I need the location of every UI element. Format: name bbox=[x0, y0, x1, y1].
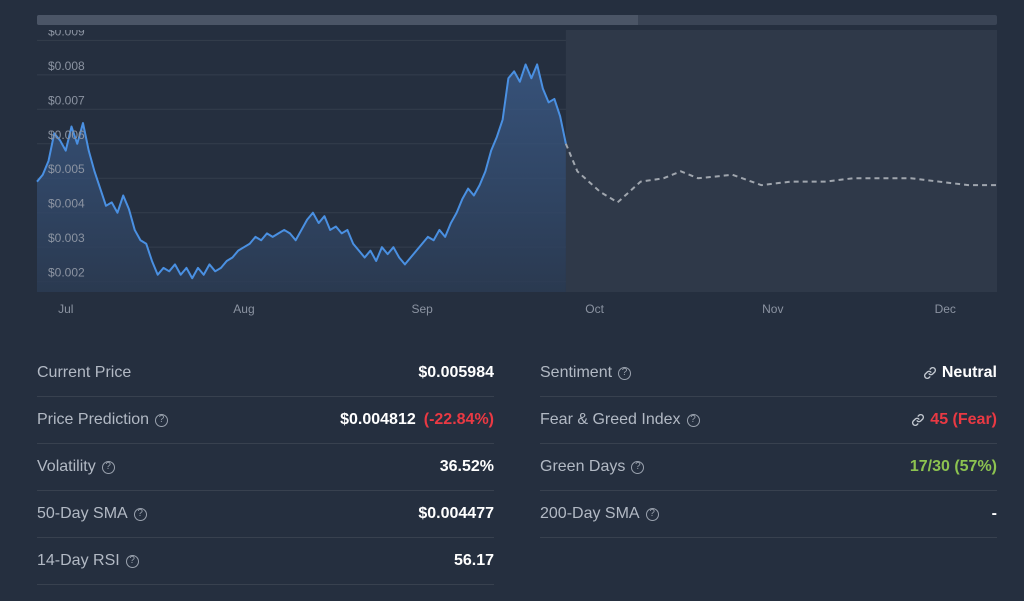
stat-value-text: $0.005984 bbox=[418, 364, 494, 381]
tick-labels: $0.009 $0.008 $0.007 $0.006 $0.005 $0.004 $0.0… bbox=[48, 30, 956, 316]
y-tick-label: $0.008 bbox=[48, 59, 85, 73]
stat-value-text: 36.52% bbox=[439, 458, 494, 475]
stat-label: Price Prediction? bbox=[37, 411, 169, 429]
y-tick-label: $0.007 bbox=[48, 93, 85, 107]
stat-value: $0.004812 (-22.84%) bbox=[340, 411, 494, 429]
y-tick-label: $0.003 bbox=[48, 231, 85, 245]
stat-label: Current Price bbox=[37, 364, 131, 382]
stat-row: Price Prediction? $0.004812 (-22.84%) bbox=[37, 397, 494, 444]
series-layer bbox=[36, 63, 997, 280]
stat-value-text: 56.17 bbox=[453, 552, 494, 569]
link-icon bbox=[923, 366, 937, 380]
stat-label-text: 14-Day RSI bbox=[37, 552, 120, 569]
x-tick-label: Aug bbox=[233, 302, 254, 316]
stat-label: Volatility? bbox=[37, 458, 115, 476]
stat-label: Green Days? bbox=[540, 458, 645, 476]
prediction-region bbox=[565, 30, 997, 292]
stats-panel-left: Current Price $0.005984 Price Prediction? $… bbox=[37, 350, 494, 585]
y-tick-label: $0.006 bbox=[48, 128, 85, 142]
stat-value: 17/30 (57%) bbox=[910, 458, 997, 476]
range-selector[interactable] bbox=[37, 15, 997, 25]
stat-value-text: - bbox=[991, 505, 997, 522]
x-tick-label: Oct bbox=[585, 302, 604, 316]
help-icon[interactable]: ? bbox=[101, 460, 115, 474]
x-tick-label: Nov bbox=[762, 302, 783, 316]
plot-area bbox=[37, 30, 997, 292]
stat-row: Volatility? 36.52% bbox=[37, 444, 494, 491]
stat-value: 36.52% bbox=[440, 458, 494, 476]
help-icon[interactable]: ? bbox=[618, 366, 632, 380]
help-icon[interactable]: ? bbox=[155, 413, 169, 427]
stat-label-text: 200-Day SMA bbox=[540, 505, 640, 522]
stat-value: 45 (Fear) bbox=[911, 411, 997, 429]
help-icon[interactable]: ? bbox=[125, 554, 139, 568]
stat-row: Fear & Greed Index? 45 (Fear) bbox=[540, 397, 997, 444]
price-change-percent: (-22.84%) bbox=[423, 411, 494, 428]
price-area bbox=[37, 64, 566, 292]
help-icon[interactable]: ? bbox=[686, 413, 700, 427]
stat-value-text: Neutral bbox=[941, 364, 997, 381]
y-tick-label: $0.004 bbox=[48, 197, 85, 211]
stat-value-text: 45 (Fear) bbox=[930, 411, 997, 428]
stat-row: 14-Day RSI? 56.17 bbox=[37, 538, 494, 585]
stat-value: $0.004477 bbox=[418, 505, 494, 523]
y-tick-label: $0.005 bbox=[48, 162, 85, 176]
price-chart: $0.009 $0.008 $0.007 $0.006 $0.005 $0.004 $0.0… bbox=[36, 30, 997, 316]
stat-label: 200-Day SMA? bbox=[540, 505, 659, 523]
stat-value-text: $0.004477 bbox=[418, 505, 494, 522]
stat-label-text: 50-Day SMA bbox=[37, 505, 128, 522]
stat-row: Sentiment? Neutral bbox=[540, 350, 997, 397]
stat-value: Neutral bbox=[923, 364, 997, 382]
stat-value: $0.005984 bbox=[418, 364, 494, 382]
y-tick-label: $0.002 bbox=[48, 266, 85, 280]
stat-value: 56.17 bbox=[454, 552, 494, 570]
stat-label-text: Green Days bbox=[540, 458, 626, 475]
x-tick-label: Sep bbox=[411, 302, 433, 316]
stat-row: 200-Day SMA? - bbox=[540, 491, 997, 538]
price-line bbox=[36, 63, 567, 280]
link-icon bbox=[911, 413, 925, 427]
x-tick-label: Dec bbox=[935, 302, 956, 316]
help-icon[interactable]: ? bbox=[631, 460, 645, 474]
help-icon[interactable]: ? bbox=[645, 507, 659, 521]
stat-row: Green Days? 17/30 (57%) bbox=[540, 444, 997, 491]
x-tick-label: Jul bbox=[58, 302, 73, 316]
stat-label-text: Fear & Greed Index bbox=[540, 411, 681, 428]
stat-label-text: Price Prediction bbox=[37, 411, 150, 428]
stat-label: Fear & Greed Index? bbox=[540, 411, 700, 429]
stats-panel-right: Sentiment? Neutral Fear & Greed Index? 45 (… bbox=[540, 350, 997, 538]
stat-label-text: Current Price bbox=[37, 364, 132, 381]
stat-label-text: Volatility bbox=[37, 458, 96, 475]
stat-row: 50-Day SMA? $0.004477 bbox=[37, 491, 494, 538]
stat-value-text: $0.004812 bbox=[340, 411, 416, 428]
stat-label: Sentiment? bbox=[540, 364, 632, 382]
stat-value: - bbox=[992, 505, 997, 523]
range-selector-window[interactable] bbox=[37, 15, 638, 25]
y-tick-label: $0.009 bbox=[48, 30, 85, 38]
stat-value-text: 17/30 (57%) bbox=[909, 458, 997, 475]
stat-label: 14-Day RSI? bbox=[37, 552, 139, 570]
help-icon[interactable]: ? bbox=[133, 507, 147, 521]
stat-row: Current Price $0.005984 bbox=[37, 350, 494, 397]
stat-label: 50-Day SMA? bbox=[37, 505, 147, 523]
stat-label-text: Sentiment bbox=[540, 364, 613, 381]
